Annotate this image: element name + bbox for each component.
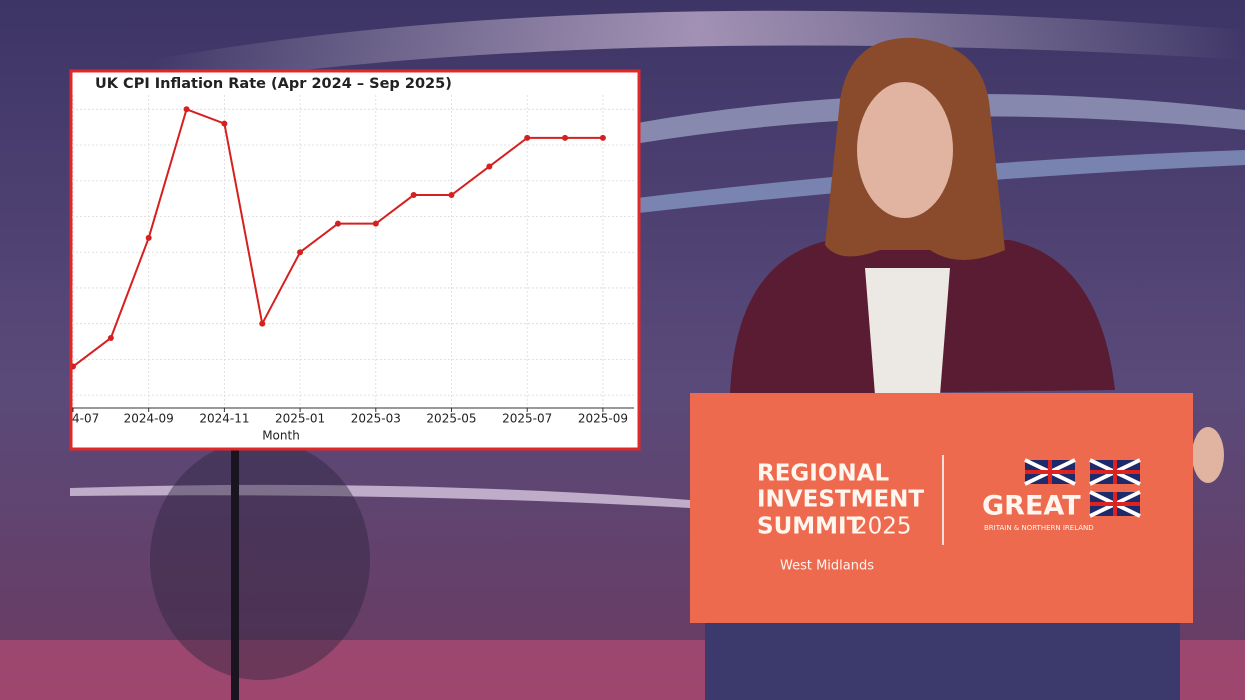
podium-line: SUMMIT xyxy=(757,514,863,540)
light-streak xyxy=(150,10,1245,91)
chart-title: UK CPI Inflation Rate (Apr 2024 – Sep 20… xyxy=(95,76,452,92)
blouse xyxy=(865,268,950,395)
point xyxy=(599,134,606,141)
podium-year: 2025 xyxy=(853,514,912,540)
x-tick-label: 2025-07 xyxy=(502,412,552,426)
point xyxy=(372,220,379,227)
point xyxy=(259,320,266,327)
podium-text: REGIONAL INVESTMENT SUMMIT 2025 West Mid… xyxy=(757,461,1094,574)
brand: GREAT xyxy=(982,491,1081,522)
point xyxy=(448,192,455,199)
point xyxy=(221,120,228,127)
flag xyxy=(1024,458,1141,518)
point xyxy=(486,163,493,170)
hand xyxy=(1192,427,1224,483)
point xyxy=(72,363,76,370)
x-tick-label: 2025-03 xyxy=(351,412,401,426)
podium-line: REGIONAL xyxy=(757,461,889,487)
podium-base xyxy=(705,618,1180,700)
stand xyxy=(231,450,239,700)
brand-sub: BRITAIN & NORTHERN IRELAND xyxy=(984,524,1094,532)
point xyxy=(562,134,569,141)
chart: UK CPI Inflation Rate (Apr 2024 – Sep 20… xyxy=(72,76,634,443)
light-streak xyxy=(600,94,1245,150)
shadow xyxy=(150,440,370,680)
chart-panel xyxy=(69,69,641,451)
fringe xyxy=(855,62,955,105)
point xyxy=(145,234,152,241)
x-axis-label: Month xyxy=(262,429,300,443)
point xyxy=(334,220,341,227)
point xyxy=(183,106,190,113)
x-tick-label: 2025-05 xyxy=(426,412,476,426)
x-tick-label: 2025-09 xyxy=(578,412,628,426)
face xyxy=(857,82,953,218)
podium-location: West Midlands xyxy=(780,559,874,574)
point xyxy=(297,249,304,256)
x-tick-label: 2025-01 xyxy=(275,412,325,426)
x-tick-label: 4-07 xyxy=(72,412,99,426)
x-tick-label: 2024-11 xyxy=(199,412,249,426)
point xyxy=(524,134,531,141)
podium-line: INVESTMENT xyxy=(757,487,924,513)
light-streak xyxy=(70,484,690,508)
point xyxy=(107,334,114,341)
point xyxy=(410,192,417,199)
x-tick-label: 2024-09 xyxy=(124,412,174,426)
